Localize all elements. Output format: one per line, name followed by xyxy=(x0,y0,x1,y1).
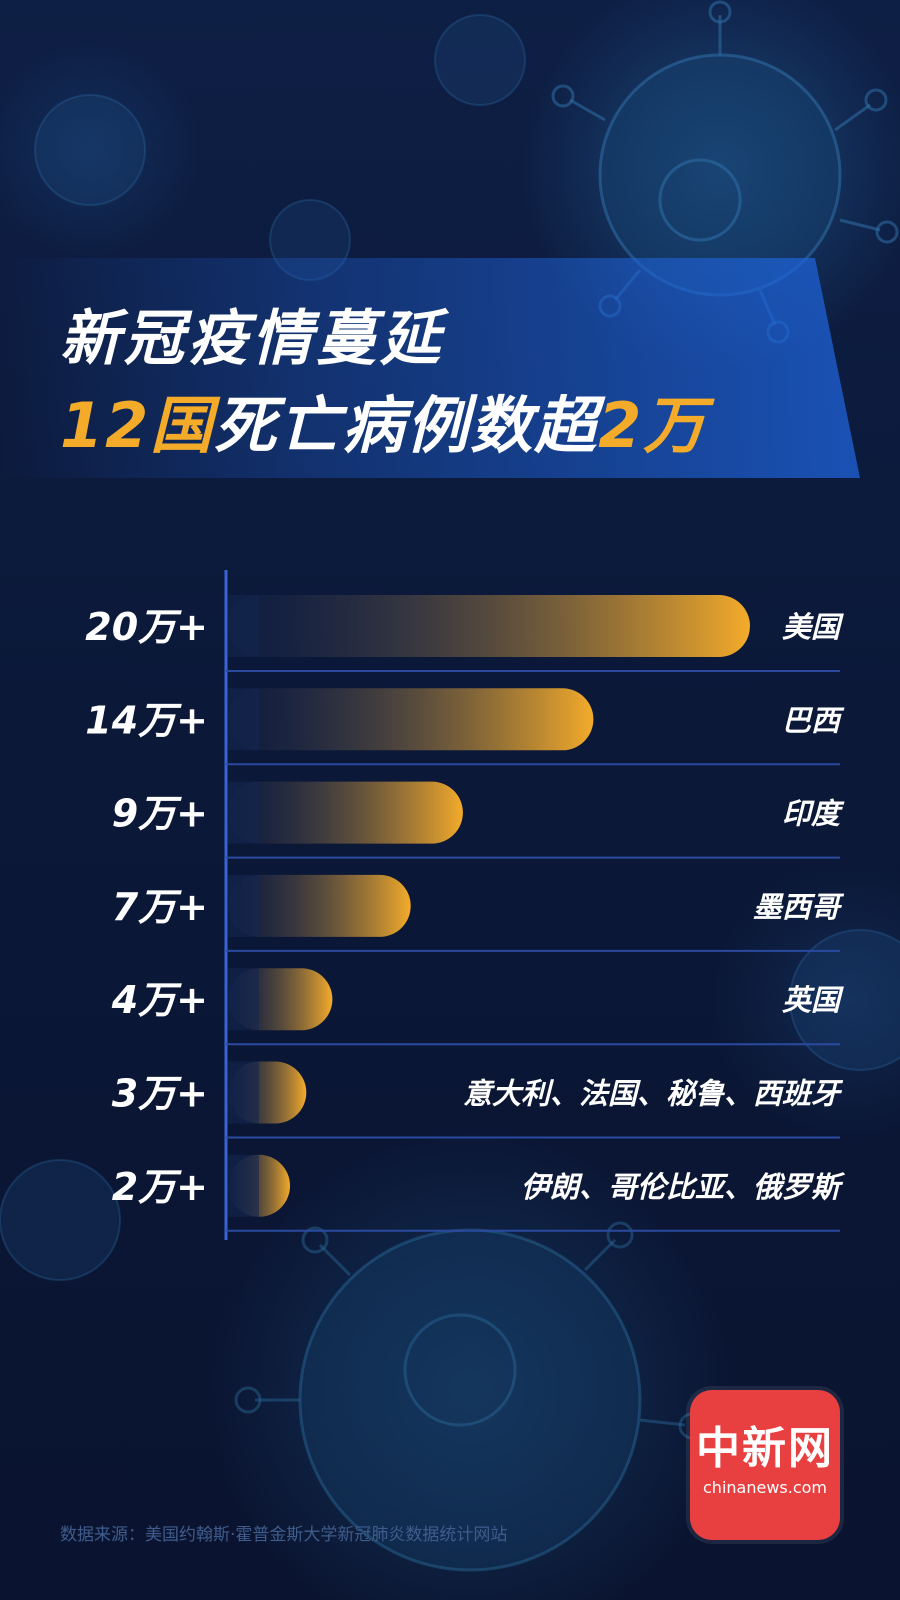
data-source-note: 数据来源：美国约翰斯·霍普金斯大学新冠肺炎数据统计网站 xyxy=(60,1525,508,1545)
bar-base xyxy=(228,968,259,1031)
bar-category-label: 伊朗、哥伦比亚、俄罗斯 xyxy=(521,1170,846,1204)
bar-base xyxy=(228,595,259,657)
title-main-text: 死亡病例数超 xyxy=(214,389,599,462)
bar xyxy=(228,874,411,937)
bar-value-label: 4万+ xyxy=(111,978,208,1022)
bar-base xyxy=(228,688,259,751)
bar-value-label: 2万+ xyxy=(112,1165,208,1209)
bar xyxy=(228,688,594,751)
bar-value-label: 20万+ xyxy=(85,605,208,649)
bar-base xyxy=(228,874,259,937)
bar-value-label: 3万+ xyxy=(112,1072,208,1116)
title-highlight-countries: 12国 xyxy=(60,389,215,462)
bar xyxy=(228,595,750,657)
logo-chinese-text: 中新网 xyxy=(696,1423,834,1474)
bar-value-label: 7万+ xyxy=(112,885,208,929)
bar-category-label: 英国 xyxy=(782,983,844,1017)
bar-category-label: 印度 xyxy=(782,797,845,831)
chinanews-logo: 中新网 chinanews.com xyxy=(690,1390,840,1540)
bar-category-label: 美国 xyxy=(782,610,844,644)
bar xyxy=(228,781,463,844)
bar-value-label: 14万+ xyxy=(85,698,208,742)
bar-category-label: 巴西 xyxy=(782,703,845,737)
bar-base xyxy=(228,781,259,844)
title-banner xyxy=(0,258,860,478)
bar-base xyxy=(228,1061,259,1124)
bar-category-label: 意大利、法国、秘鲁、西班牙 xyxy=(463,1077,844,1111)
bar-base xyxy=(228,1154,259,1217)
bar-value-label: 9万+ xyxy=(112,792,208,836)
title-line-2: 12国死亡病例数超2万 xyxy=(60,375,707,465)
title-line-1: 新冠疫情蔓延 xyxy=(60,304,444,374)
logo-url-text: chinanews.com xyxy=(703,1478,827,1497)
title-highlight-threshold: 2万 xyxy=(598,389,708,462)
bar-category-label: 墨西哥 xyxy=(753,890,845,924)
